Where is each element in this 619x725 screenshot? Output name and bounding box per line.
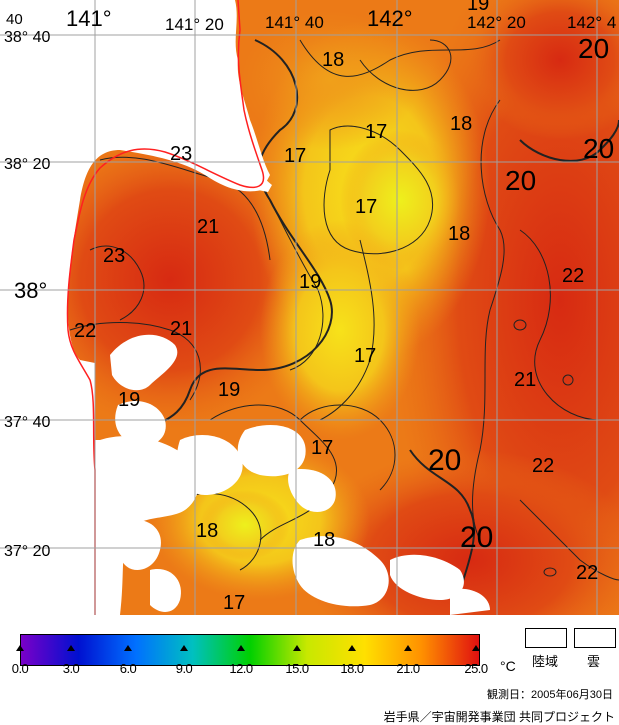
lon-label: 141° 20 bbox=[165, 15, 224, 34]
contour-label: 17 bbox=[284, 145, 306, 167]
colorbar-tick-label: 9.0 bbox=[175, 661, 193, 676]
colorbar-tick-mark bbox=[472, 645, 480, 651]
contour-label: 23 bbox=[170, 143, 192, 165]
longitude-labels: 141° 141° 20 141° 40 142° 142° 20 142° 4 bbox=[66, 6, 616, 34]
colorbar-tick-label: 21.0 bbox=[396, 661, 420, 676]
colorbar-tick-label: 3.0 bbox=[62, 661, 80, 676]
contour-label: 17 bbox=[355, 196, 377, 218]
colorbar-tick-mark bbox=[237, 645, 245, 651]
land-label: 陸域 bbox=[532, 654, 559, 669]
sst-map: 141° 141° 20 141° 40 142° 142° 20 142° 4 38° … bbox=[0, 0, 619, 615]
contour-label: 17 bbox=[354, 345, 376, 367]
contour-label: 20 bbox=[505, 165, 536, 196]
colorbar-tick-label: 12.0 bbox=[229, 661, 253, 676]
isotherm-contours bbox=[69, 39, 619, 591]
contour-label: 22 bbox=[562, 265, 584, 287]
cool-water-center-south bbox=[260, 220, 420, 440]
legend-panel: 0.0 3.0 6.0 9.0 12.0 15.0 18.0 21.0 25.0 °C 陸域 雲… bbox=[0, 615, 619, 725]
contour-label: 21 bbox=[197, 216, 219, 238]
lon-label: 142° 4 bbox=[567, 13, 616, 32]
contour-label: 21 bbox=[170, 318, 192, 340]
cloud-label: 雲 bbox=[587, 654, 601, 669]
colorbar-tick-mark bbox=[67, 645, 75, 651]
lat-label: 37° 40 bbox=[4, 414, 51, 431]
lat-label: 38° 20 bbox=[4, 156, 51, 173]
coastline bbox=[66, 0, 265, 615]
cool-core-south bbox=[200, 490, 290, 560]
contour-label: 20 bbox=[460, 521, 493, 554]
contour-label: 20 bbox=[428, 444, 461, 477]
colorbar-tick-mark bbox=[16, 645, 24, 651]
contour-label: 19 bbox=[299, 271, 321, 293]
colorbar-tick-label: 15.0 bbox=[285, 661, 309, 676]
colorbar-tick-mark bbox=[124, 645, 132, 651]
lon-label: 142° bbox=[367, 6, 413, 31]
lon-label: 141° bbox=[66, 6, 112, 31]
colorbar-tick-mark bbox=[348, 645, 356, 651]
colorbar-tick-label: 18.0 bbox=[340, 661, 364, 676]
credit-line: 岩手県／宇宙開発事業団 共同プロジェクト bbox=[383, 710, 615, 724]
contour-label: 18 bbox=[322, 49, 344, 71]
contour-label: 22 bbox=[576, 562, 598, 584]
colorbar-tick-label: 0.0 bbox=[11, 661, 29, 676]
contour-label: 20 bbox=[583, 133, 614, 164]
cool-core bbox=[340, 130, 460, 270]
land-swatch bbox=[525, 628, 567, 648]
sst-map-image: 141° 141° 20 141° 40 142° 142° 20 142° 4 38° … bbox=[0, 0, 619, 615]
contour-label: 17 bbox=[365, 121, 387, 143]
colorbar-tick-label: 25.0 bbox=[464, 661, 488, 676]
latitude-labels: 38° 40 38° 20 38° 37° 40 37° 20 bbox=[4, 29, 51, 560]
corner-label: 40 bbox=[6, 11, 23, 28]
lat-label: 38° bbox=[14, 278, 47, 303]
cloud-swatch bbox=[574, 628, 616, 648]
temperature-colorbar bbox=[20, 634, 480, 666]
contour-label: 17 bbox=[311, 437, 333, 459]
contour-label: 18 bbox=[313, 529, 335, 551]
contour-label: 19 bbox=[118, 389, 140, 411]
contour-label: 22 bbox=[74, 320, 96, 342]
colorbar-tick-mark bbox=[404, 645, 412, 651]
contour-label: 18 bbox=[196, 520, 218, 542]
mid-water-north bbox=[240, 10, 420, 150]
contour-label: 23 bbox=[103, 245, 125, 267]
lon-label: 141° 40 bbox=[265, 13, 324, 32]
contour-label: 19 bbox=[218, 379, 240, 401]
colorbar-tick-mark bbox=[293, 645, 301, 651]
contour-labels: 18 17 18 17 23 21 17 20 20 23 18 19 22 21 17 22 19 21 19 17… bbox=[74, 0, 614, 614]
contour-label: 17 bbox=[223, 592, 245, 614]
lon-label: 142° 20 bbox=[467, 13, 526, 32]
graticule bbox=[0, 0, 619, 615]
colorbar-tick-label: 6.0 bbox=[119, 661, 137, 676]
contour-label: 22 bbox=[532, 455, 554, 477]
contour-label: 20 bbox=[578, 33, 609, 64]
contour-label: 19 bbox=[467, 0, 489, 15]
contour-label: 18 bbox=[450, 113, 472, 135]
lat-label: 37° 20 bbox=[4, 543, 51, 560]
cloud-mask bbox=[0, 0, 490, 615]
observation-date: 観測日：2005年06月30日 bbox=[487, 689, 613, 701]
contour-label: 18 bbox=[448, 223, 470, 245]
colorbar-unit: °C bbox=[500, 658, 516, 674]
colorbar-tick-mark bbox=[180, 645, 188, 651]
contour-label: 21 bbox=[514, 369, 536, 391]
lat-label: 38° 40 bbox=[4, 29, 51, 46]
